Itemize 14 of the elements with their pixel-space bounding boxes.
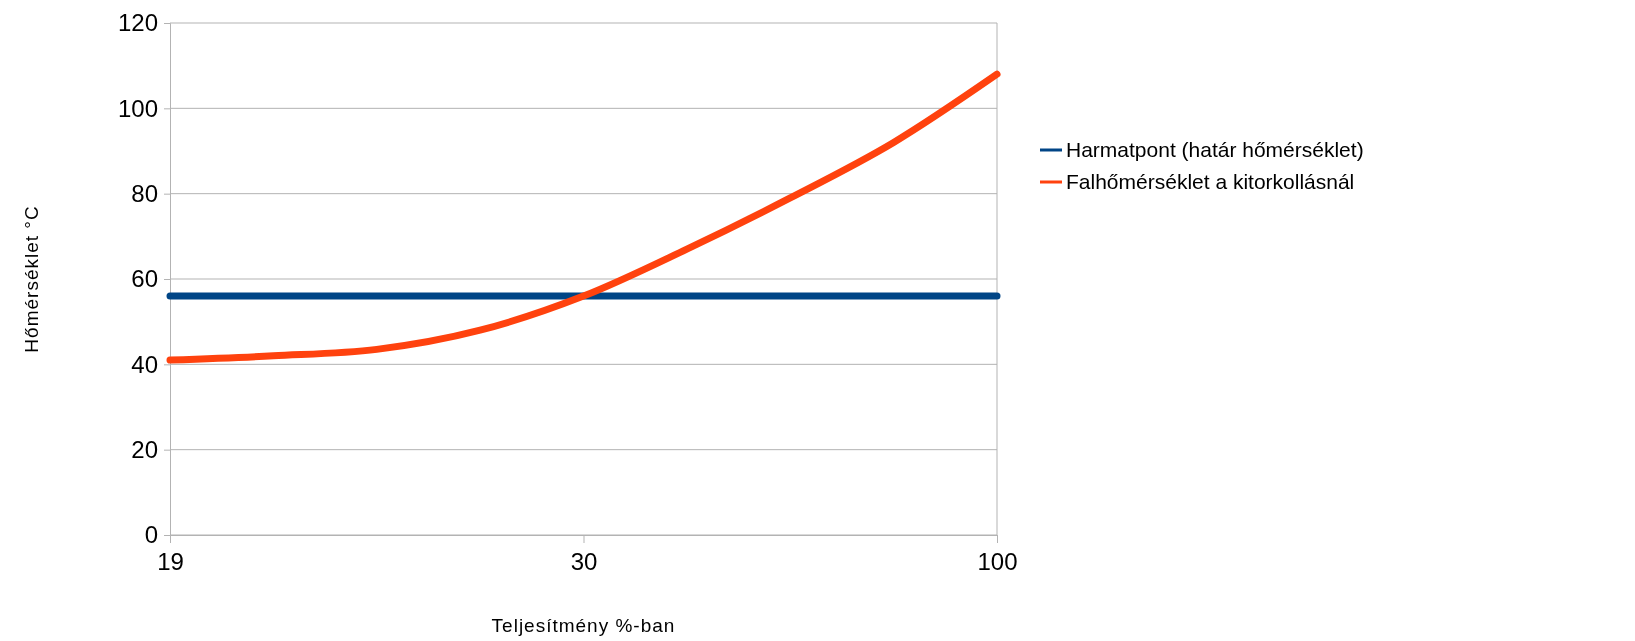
legend-label: Harmatpont (határ hőmérséklet): [1066, 138, 1364, 162]
x-tick-label: 30: [570, 548, 598, 576]
y-axis-title: Hőmérséklet °C: [21, 205, 42, 353]
y-tick-label: 0: [144, 521, 158, 549]
y-tick-label: 60: [131, 265, 158, 293]
y-tick-label: 100: [117, 94, 158, 122]
y-tick-label: 20: [131, 435, 158, 463]
legend-label: Falhőmérséklet a kitorkollásnál: [1066, 170, 1355, 194]
x-tick-label: 19: [157, 548, 184, 576]
x-axis-title: Teljesítmény %-ban: [491, 615, 676, 636]
x-tick-label: 100: [977, 548, 1018, 576]
y-tick-label: 40: [131, 350, 158, 378]
y-tick-label: 80: [131, 179, 158, 207]
y-tick-label: 120: [117, 9, 158, 37]
